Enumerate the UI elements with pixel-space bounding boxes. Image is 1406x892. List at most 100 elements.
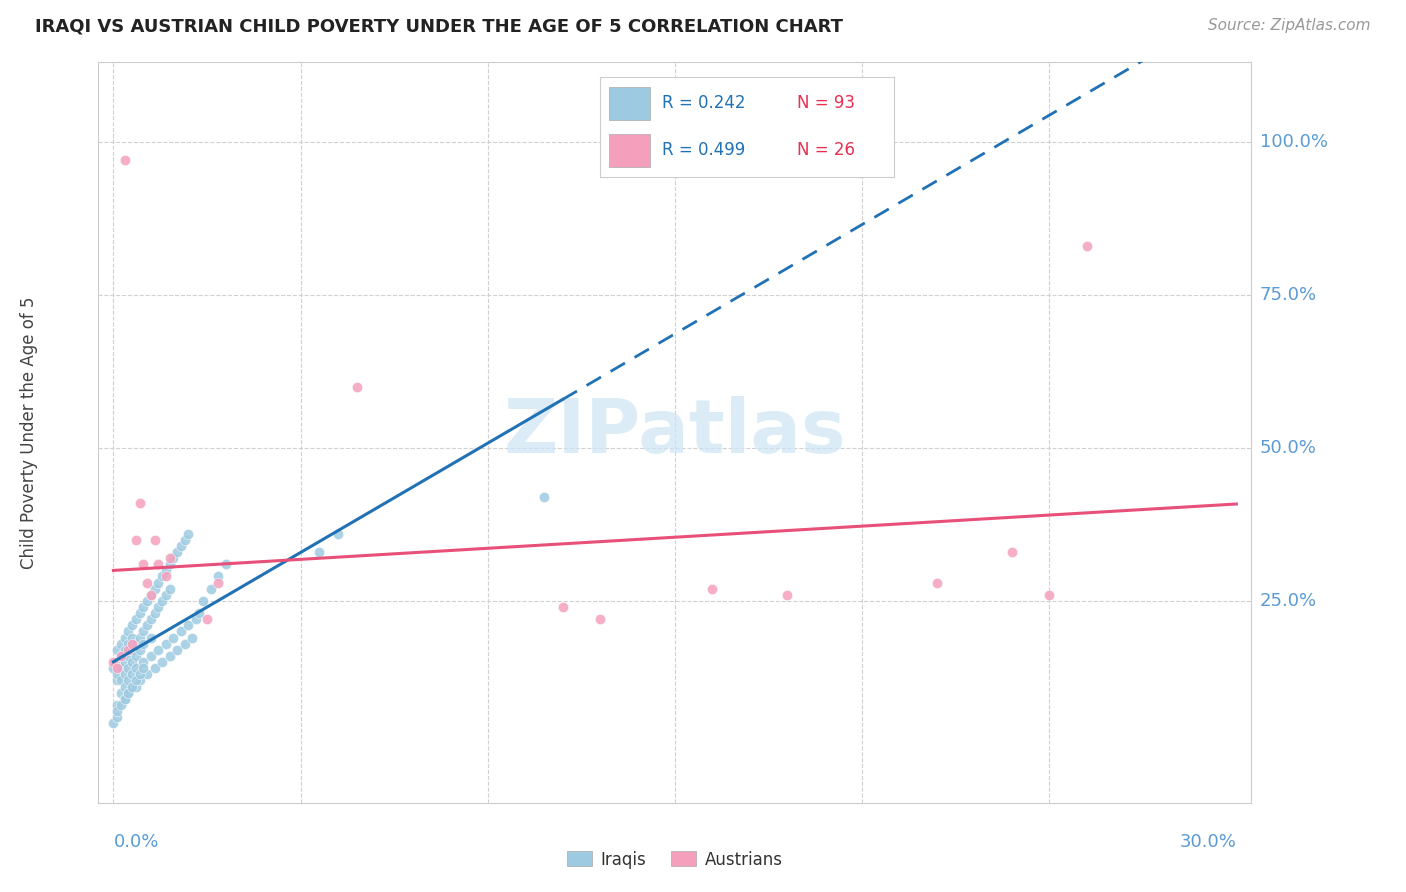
Point (125, 680, 148, 694)
Point (136, 575, 159, 590)
Point (207, 575, 229, 590)
Point (125, 673, 148, 688)
Point (110, 637, 132, 651)
Point (132, 637, 155, 651)
Point (128, 667, 150, 681)
Point (150, 594, 173, 608)
Text: 50.0%: 50.0% (1260, 439, 1316, 457)
Point (159, 551, 181, 566)
Point (103, 655, 125, 669)
Point (159, 582, 181, 596)
Point (117, 648, 139, 663)
Point (121, 680, 143, 694)
Point (170, 624, 193, 639)
Point (128, 673, 150, 688)
Point (148, 599, 170, 614)
Point (177, 526, 200, 541)
Point (117, 673, 139, 688)
Point (110, 686, 132, 700)
Point (162, 551, 184, 566)
Point (117, 661, 139, 675)
Point (128, 496, 150, 510)
Text: 0.0%: 0.0% (114, 833, 159, 851)
Point (105, 704, 128, 718)
Point (925, 575, 948, 590)
Point (166, 545, 188, 559)
Point (215, 557, 238, 571)
Point (136, 594, 159, 608)
Point (105, 667, 128, 681)
Point (177, 618, 200, 632)
Point (121, 637, 143, 651)
Text: 30.0%: 30.0% (1180, 833, 1236, 851)
Point (148, 643, 170, 657)
Point (184, 612, 207, 626)
Point (166, 643, 188, 657)
Point (128, 631, 150, 645)
Point (155, 637, 177, 651)
Point (139, 648, 162, 663)
Point (155, 563, 177, 577)
Point (159, 648, 181, 663)
Point (128, 643, 150, 657)
Text: Source: ZipAtlas.com: Source: ZipAtlas.com (1208, 18, 1371, 33)
Point (117, 624, 139, 639)
Point (170, 539, 193, 553)
Point (143, 661, 166, 675)
Point (132, 655, 155, 669)
Point (139, 588, 162, 602)
Point (150, 655, 173, 669)
Point (155, 588, 177, 602)
Point (105, 643, 128, 657)
Legend: Iraqis, Austrians: Iraqis, Austrians (567, 850, 783, 869)
Point (193, 594, 215, 608)
Point (200, 582, 222, 596)
Point (173, 533, 195, 547)
Point (110, 648, 132, 663)
Point (346, 380, 368, 394)
Point (117, 686, 139, 700)
Point (117, 637, 139, 651)
Point (1001, 545, 1024, 559)
Point (132, 599, 155, 614)
Point (128, 606, 150, 620)
Point (121, 643, 143, 657)
Text: 100.0%: 100.0% (1260, 133, 1327, 151)
Text: ZIPatlas: ZIPatlas (503, 396, 846, 469)
Point (308, 545, 330, 559)
Point (148, 557, 170, 571)
Point (125, 533, 148, 547)
Point (136, 618, 159, 632)
Point (121, 655, 143, 669)
Point (132, 557, 155, 571)
Point (139, 631, 162, 645)
Point (136, 667, 159, 681)
Point (114, 655, 136, 669)
Point (105, 673, 128, 688)
Point (114, 153, 136, 168)
Point (148, 575, 170, 590)
Point (143, 582, 166, 596)
Point (125, 648, 148, 663)
Point (114, 631, 136, 645)
Point (125, 637, 148, 651)
Point (110, 661, 132, 675)
Point (533, 490, 555, 504)
Point (114, 691, 136, 706)
Point (105, 698, 128, 712)
Point (589, 612, 612, 626)
Point (121, 618, 143, 632)
Point (105, 661, 128, 675)
Point (125, 612, 148, 626)
Point (150, 569, 173, 583)
Point (103, 716, 125, 731)
Point (110, 698, 132, 712)
Point (207, 569, 229, 583)
Point (114, 691, 136, 706)
Point (114, 643, 136, 657)
Point (139, 588, 162, 602)
Text: Child Poverty Under the Age of 5: Child Poverty Under the Age of 5 (20, 296, 38, 569)
Point (143, 606, 166, 620)
Point (1038, 588, 1060, 602)
Point (105, 710, 128, 724)
